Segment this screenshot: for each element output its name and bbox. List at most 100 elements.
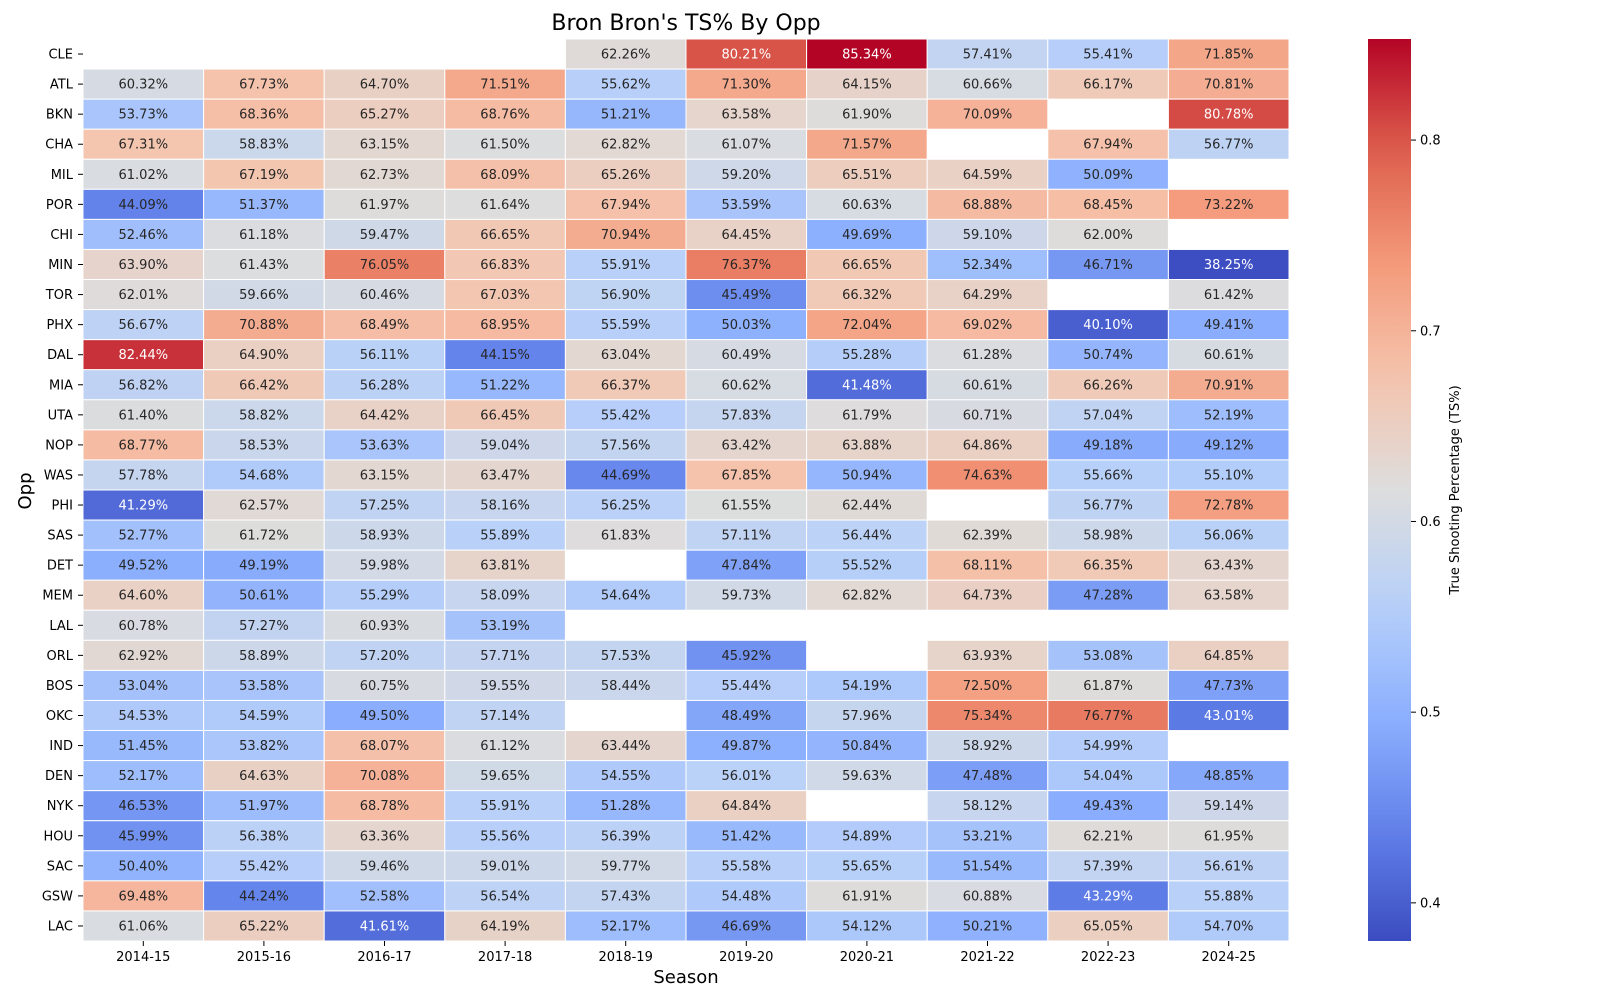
cell-value-label: 55.42% [601,408,651,423]
heatmap-cell [685,309,808,341]
heatmap-cell [564,880,687,912]
heatmap-cell [323,459,446,491]
cell-value-label: 70.88% [239,318,289,333]
heatmap-cell [203,489,325,521]
cell-value-label: 61.91% [842,889,892,904]
heatmap-cell [444,669,566,701]
heatmap-cell [806,369,928,401]
y-tick-label: POR [46,198,73,213]
heatmap-cell [685,218,808,250]
cell-value-label: 38.25% [1204,258,1254,273]
cell-value-label: 54.64% [601,589,651,604]
cell-value-label: 55.62% [601,78,651,93]
cell-value-label: 71.85% [1204,48,1254,63]
y-tick-label: WAS [44,468,73,483]
cell-value-label: 46.71% [1083,258,1133,273]
heatmap-cell [203,309,325,341]
heatmap-cell [685,730,808,762]
x-tick-label: 2018-19 [599,950,653,965]
cell-value-label: 64.63% [239,769,289,784]
cell-value-label: 59.14% [1204,799,1254,814]
cell-value-label: 70.81% [1204,78,1254,93]
cell-value-label: 48.85% [1204,769,1254,784]
cell-value-label: 55.52% [842,559,892,574]
cell-value-label: 52.17% [119,769,169,784]
heatmap-cell [203,609,325,641]
heatmap-cell [926,158,1049,190]
heatmap-cell [926,790,1049,822]
heatmap-cell [444,339,566,371]
heatmap-cell [806,579,928,611]
heatmap-cell [82,459,205,491]
cell-value-label: 40.10% [1083,318,1133,333]
heatmap-cell [685,760,808,792]
heatmap-cell [806,519,928,551]
y-tick-label: OKC [46,709,73,724]
cell-value-label: 76.05% [360,258,410,273]
heatmap-cell [806,850,928,882]
cell-value-label: 60.71% [963,408,1013,423]
cell-value-label: 65.26% [601,168,651,183]
cell-value-label: 43.29% [1083,889,1133,904]
cell-value-label: 47.73% [1204,679,1254,694]
heatmap-cell [926,459,1049,491]
cell-value-label: 60.62% [722,378,772,393]
y-tick-label: PHI [52,499,73,514]
heatmap-cell [926,98,1049,130]
cell-value-label: 55.91% [601,258,651,273]
cell-value-label: 54.70% [1204,919,1254,934]
heatmap-cell [564,669,687,701]
cell-value-label: 53.73% [119,108,169,123]
y-tick-label: CHA [45,138,73,153]
x-tick-label: 2016-17 [357,950,411,965]
y-tick-label: UTA [48,408,73,423]
cell-value-label: 46.69% [722,919,772,934]
heatmap-cell [1167,760,1290,792]
heatmap-cell [926,850,1049,882]
x-tick-label: 2015-16 [237,950,291,965]
cell-value-label: 68.76% [480,108,530,123]
cell-value-label: 61.06% [119,919,169,934]
y-tick-label: CLE [48,48,73,63]
heatmap-cell [1047,579,1169,611]
cell-value-label: 54.04% [1083,769,1133,784]
cell-value-label: 55.56% [480,829,530,844]
y-axis-label: Opp [15,472,36,509]
heatmap-cell [444,699,566,732]
cell-value-label: 59.20% [722,168,772,183]
cell-value-label: 60.63% [842,198,892,213]
y-tick-label: MEM [42,589,73,604]
cell-value-label: 56.61% [1204,859,1254,874]
heatmap-cell [564,158,687,190]
cell-value-label: 49.41% [1204,318,1254,333]
heatmap-cell [926,279,1049,311]
heatmap-cell [564,98,687,130]
y-tick-label: CHI [50,228,73,243]
cell-value-label: 60.32% [119,78,169,93]
heatmap-cell [685,910,808,942]
cell-value-label: 71.51% [480,78,530,93]
heatmap-cell [564,339,687,371]
heatmap-cell [1167,399,1290,431]
heatmap-cell [1167,699,1290,732]
heatmap-cell [685,339,808,371]
cell-value-label: 55.65% [842,859,892,874]
cell-value-label: 58.92% [963,739,1013,754]
cell-value-label: 64.42% [360,408,410,423]
cell-value-label: 52.17% [601,919,651,934]
cell-value-label: 49.52% [119,559,169,574]
heatmap-cell [1167,850,1290,882]
heatmap-cell [203,760,325,792]
cell-value-label: 55.41% [1083,48,1133,63]
heatmap-cell [685,880,808,912]
colorbar-ticks: 0.4 0.5 0.6 0.7 0.8 [1411,134,1441,911]
y-tick-label: SAS [47,529,73,544]
cell-value-label: 47.28% [1083,589,1133,604]
cell-value-label: 64.70% [360,78,410,93]
cell-value-label: 52.77% [119,529,169,544]
cell-value-label: 59.63% [842,769,892,784]
cell-value-label: 56.11% [360,348,410,363]
cell-value-label: 68.09% [480,168,530,183]
heatmap-cell [685,429,808,461]
heatmap-cell [1047,549,1169,581]
